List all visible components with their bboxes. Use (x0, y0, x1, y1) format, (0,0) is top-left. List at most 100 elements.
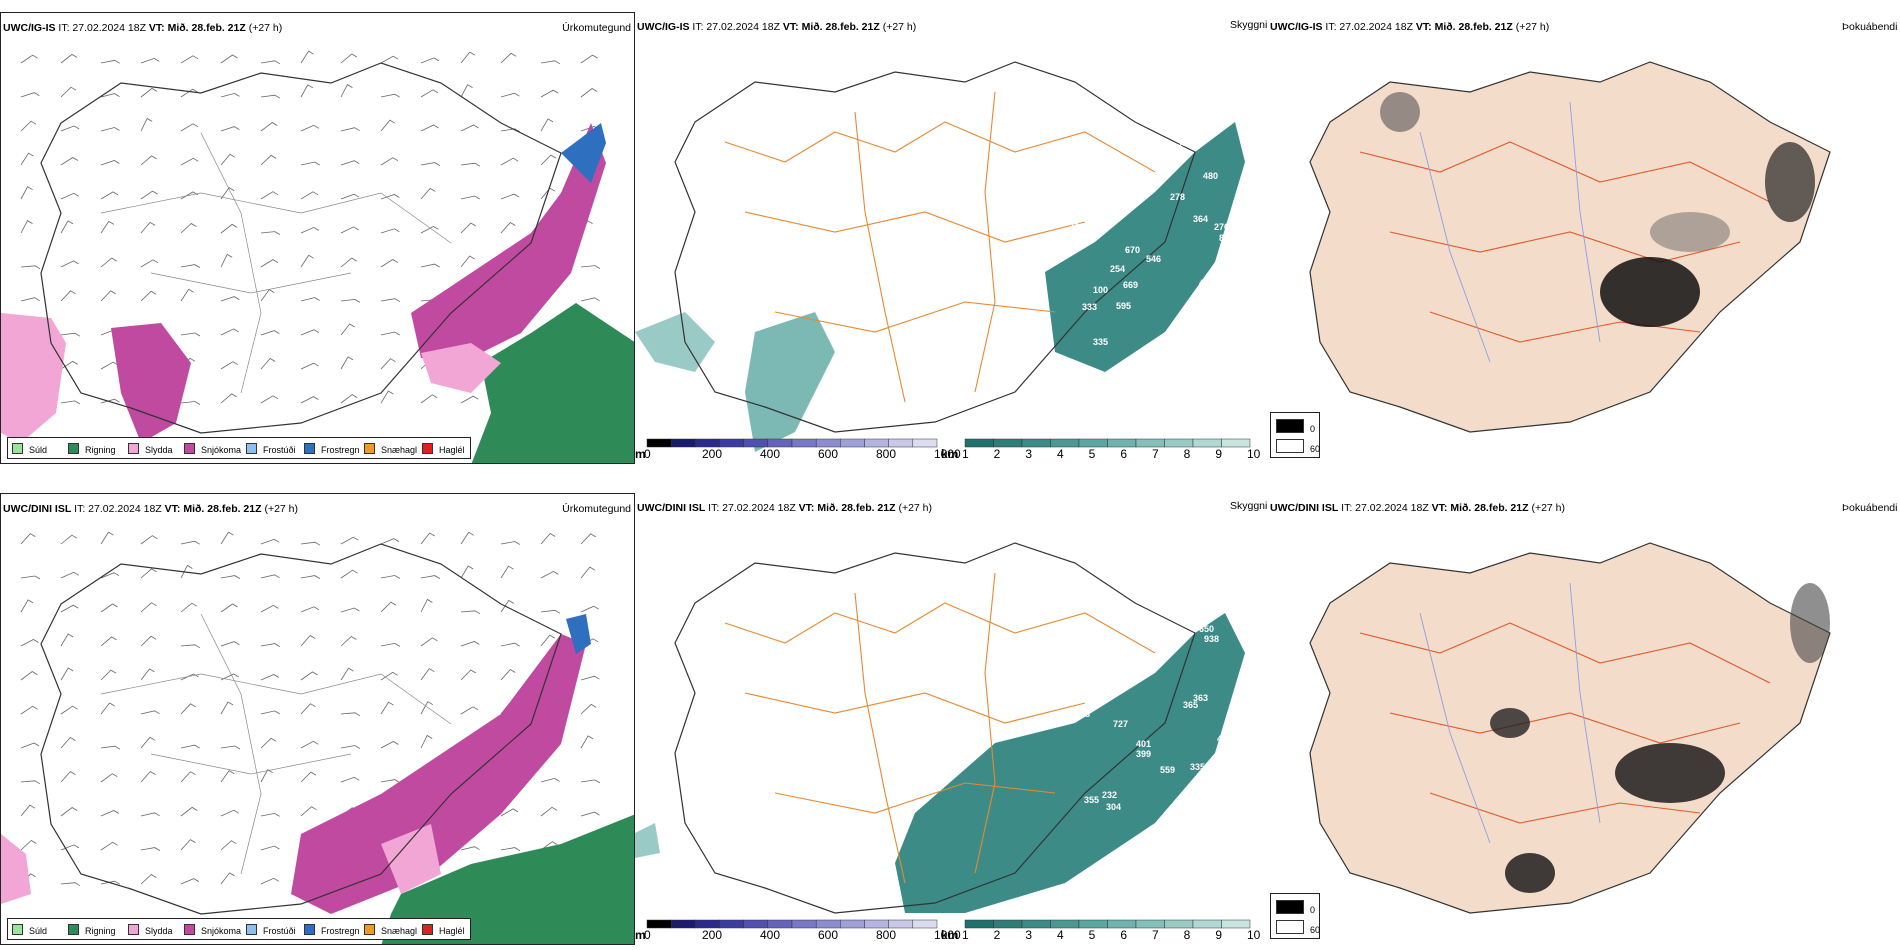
colorbar-tick-label: 2 (993, 447, 1001, 461)
wind-barb (420, 187, 436, 200)
wind-barb (300, 771, 317, 783)
wind-barb (220, 153, 236, 166)
wind-barb (180, 703, 196, 715)
panel-header: UWC/DINI ISL IT: 27.02.2024 18Z VT: Mið.… (637, 502, 933, 514)
wind-barb (340, 636, 357, 647)
wind-barb (180, 157, 199, 166)
wind-barb (340, 84, 353, 98)
wind-barb (300, 575, 321, 579)
wind-barb (180, 264, 201, 268)
wind-barb (60, 571, 80, 579)
wind-barb (300, 740, 319, 749)
legend-item: Snjókoma (184, 924, 241, 936)
wind-barb (340, 257, 358, 268)
colorbar-tick-label: 4 (1057, 447, 1064, 461)
wind-barb (180, 55, 199, 64)
wind-barb (380, 538, 400, 545)
wind-barb (140, 736, 156, 749)
wind-barb (260, 643, 281, 647)
visibility-value-label: 96 (1137, 174, 1147, 184)
wind-barb (540, 806, 558, 817)
wind-barb (500, 221, 516, 234)
wind-barb (220, 92, 240, 98)
wind-barb (340, 607, 360, 613)
legend-item: 60 (1276, 439, 1320, 454)
wind-barb (20, 705, 38, 715)
wind-barb (60, 705, 78, 715)
colorbar-tick-label: 400 (760, 928, 781, 942)
wind-barb (180, 673, 199, 681)
wind-barb (300, 806, 317, 817)
visibility-value-label: 390 (1071, 688, 1086, 698)
legend-item: Rigning (68, 443, 116, 455)
legend-item: Haglél (422, 443, 465, 455)
wind-barb (500, 157, 519, 166)
colorbar-tick-label: 5 (1088, 447, 1096, 461)
wind-barb (20, 297, 40, 302)
wind-barb (140, 535, 158, 545)
colorbar-tick-label: 9 (1215, 928, 1223, 942)
colorbar-swatch (791, 438, 817, 448)
visibility-value-label: 938 (1204, 634, 1219, 644)
wind-barb (380, 601, 397, 613)
wind-barb (460, 84, 473, 98)
colorbar-swatch (1192, 438, 1222, 448)
colorbar-tick-label: 1000 (934, 447, 961, 461)
visibility-value-label: 100 (1093, 285, 1108, 295)
wind-barb (260, 769, 273, 783)
wind-barb (500, 193, 520, 200)
wind-barb (300, 703, 316, 715)
wind-barb (100, 603, 118, 613)
wind-barb (140, 710, 160, 715)
wind-barb (140, 602, 157, 613)
colorbar-swatch (791, 919, 817, 929)
wind-barb (580, 297, 600, 302)
wind-barb (420, 89, 439, 98)
wind-barb (580, 265, 601, 269)
wind-barb (300, 541, 321, 546)
legend-item: Frostúði (246, 443, 296, 455)
colorbar-swatch (695, 438, 720, 448)
visibility-value-label: 468 (1075, 709, 1090, 719)
wind-barb (100, 702, 115, 715)
legend-item: 0 (1276, 900, 1315, 915)
wind-barb (20, 120, 37, 132)
wind-barb (220, 187, 235, 200)
colorbar-swatch (743, 438, 769, 448)
visibility-value-label: 546 (1146, 254, 1161, 264)
wind-barb (140, 117, 153, 132)
wind-barb (380, 331, 400, 336)
wind-barb (100, 220, 115, 234)
wind-barb (100, 773, 118, 783)
colorbar-tick-label: 600 (818, 928, 839, 942)
wind-barb (20, 220, 33, 234)
wind-barb (180, 771, 196, 783)
panel-header: UWC/IG-IS IT: 27.02.2024 18Z VT: Mið. 28… (1270, 21, 1550, 33)
wind-barb (300, 84, 314, 98)
wind-barb (60, 604, 79, 613)
fog-index-map (1309, 542, 1831, 914)
wind-barb (340, 226, 359, 234)
wind-barb (220, 328, 239, 336)
visibility-panel-1: UWC/IG-IS IT: 27.02.2024 18Z VT: Mið. 28… (635, 12, 1270, 464)
wind-barb (340, 323, 355, 336)
colorbar-tick-label: 1 (962, 928, 969, 942)
panel-title: Þokuábendi (1842, 502, 1898, 514)
wind-barb (100, 636, 117, 647)
wind-barb (140, 87, 158, 98)
visibility-value-label: 858 (1219, 233, 1234, 243)
wind-barb (180, 332, 201, 337)
wind-barb (140, 847, 161, 851)
wind-barb (500, 808, 519, 817)
legend-item: Snjókoma (184, 443, 241, 455)
wind-barb (460, 195, 480, 200)
wind-barb (380, 55, 399, 64)
colorbar-swatch (888, 919, 914, 929)
precip-type-panel-1: UWC/IG-IS IT: 27.02.2024 18Z VT: Mið. 28… (0, 12, 635, 464)
wind-barb (460, 531, 474, 545)
wind-barb (260, 357, 276, 370)
visibility-value-label: 335 (1093, 337, 1108, 347)
wind-barb (380, 741, 399, 749)
wind-barb (60, 736, 76, 749)
visibility-value-label: 669 (1123, 280, 1138, 290)
